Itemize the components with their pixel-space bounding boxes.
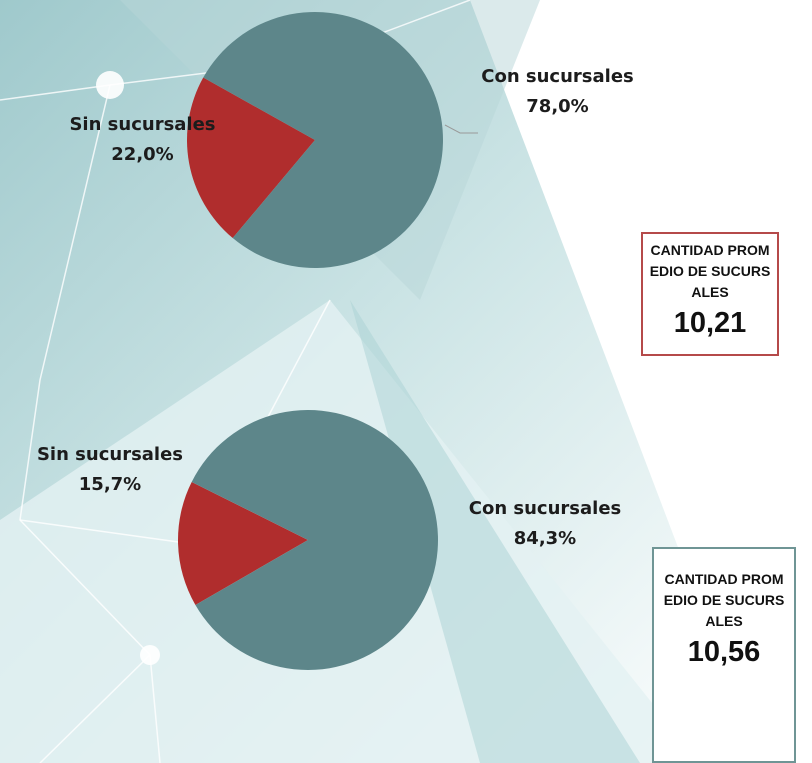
stat-value: 10,56 [687,636,761,668]
category-label: Sin sucursales [69,114,216,135]
pie-slice [178,481,308,605]
pie-slice [191,409,439,670]
category-label: Con sucursales [481,66,634,87]
category-label: Con sucursales [468,498,622,519]
stat-box: CANTIDAD PROMEDIO DE SUCURSALES 10,56 [652,547,796,763]
stat-value: 10,21 [673,307,747,339]
leader-line [444,124,478,134]
slice-label: Con sucursales 84,3% [460,494,630,554]
category-label: Sin sucursales [36,444,184,465]
slice-label: Con sucursales 78,0% [470,62,645,122]
stat-box: CANTIDAD PROMEDIO DE SUCURSALES 10,21 [641,232,779,356]
stat-label: CANTIDAD PROMEDIO DE SUCURSALES [663,571,785,629]
value-label: 84,3% [513,528,577,549]
stat-label: CANTIDAD PROMEDIO DE SUCURSALES [649,242,771,300]
slice-label: Sin sucursales 22,0% [60,110,225,170]
value-label: 78,0% [526,96,589,117]
pie-slice [203,11,443,268]
value-label: 15,7% [78,474,142,495]
value-label: 22,0% [111,144,174,165]
slice-label: Sin sucursales 15,7% [5,440,215,500]
pie-slice [186,77,315,239]
